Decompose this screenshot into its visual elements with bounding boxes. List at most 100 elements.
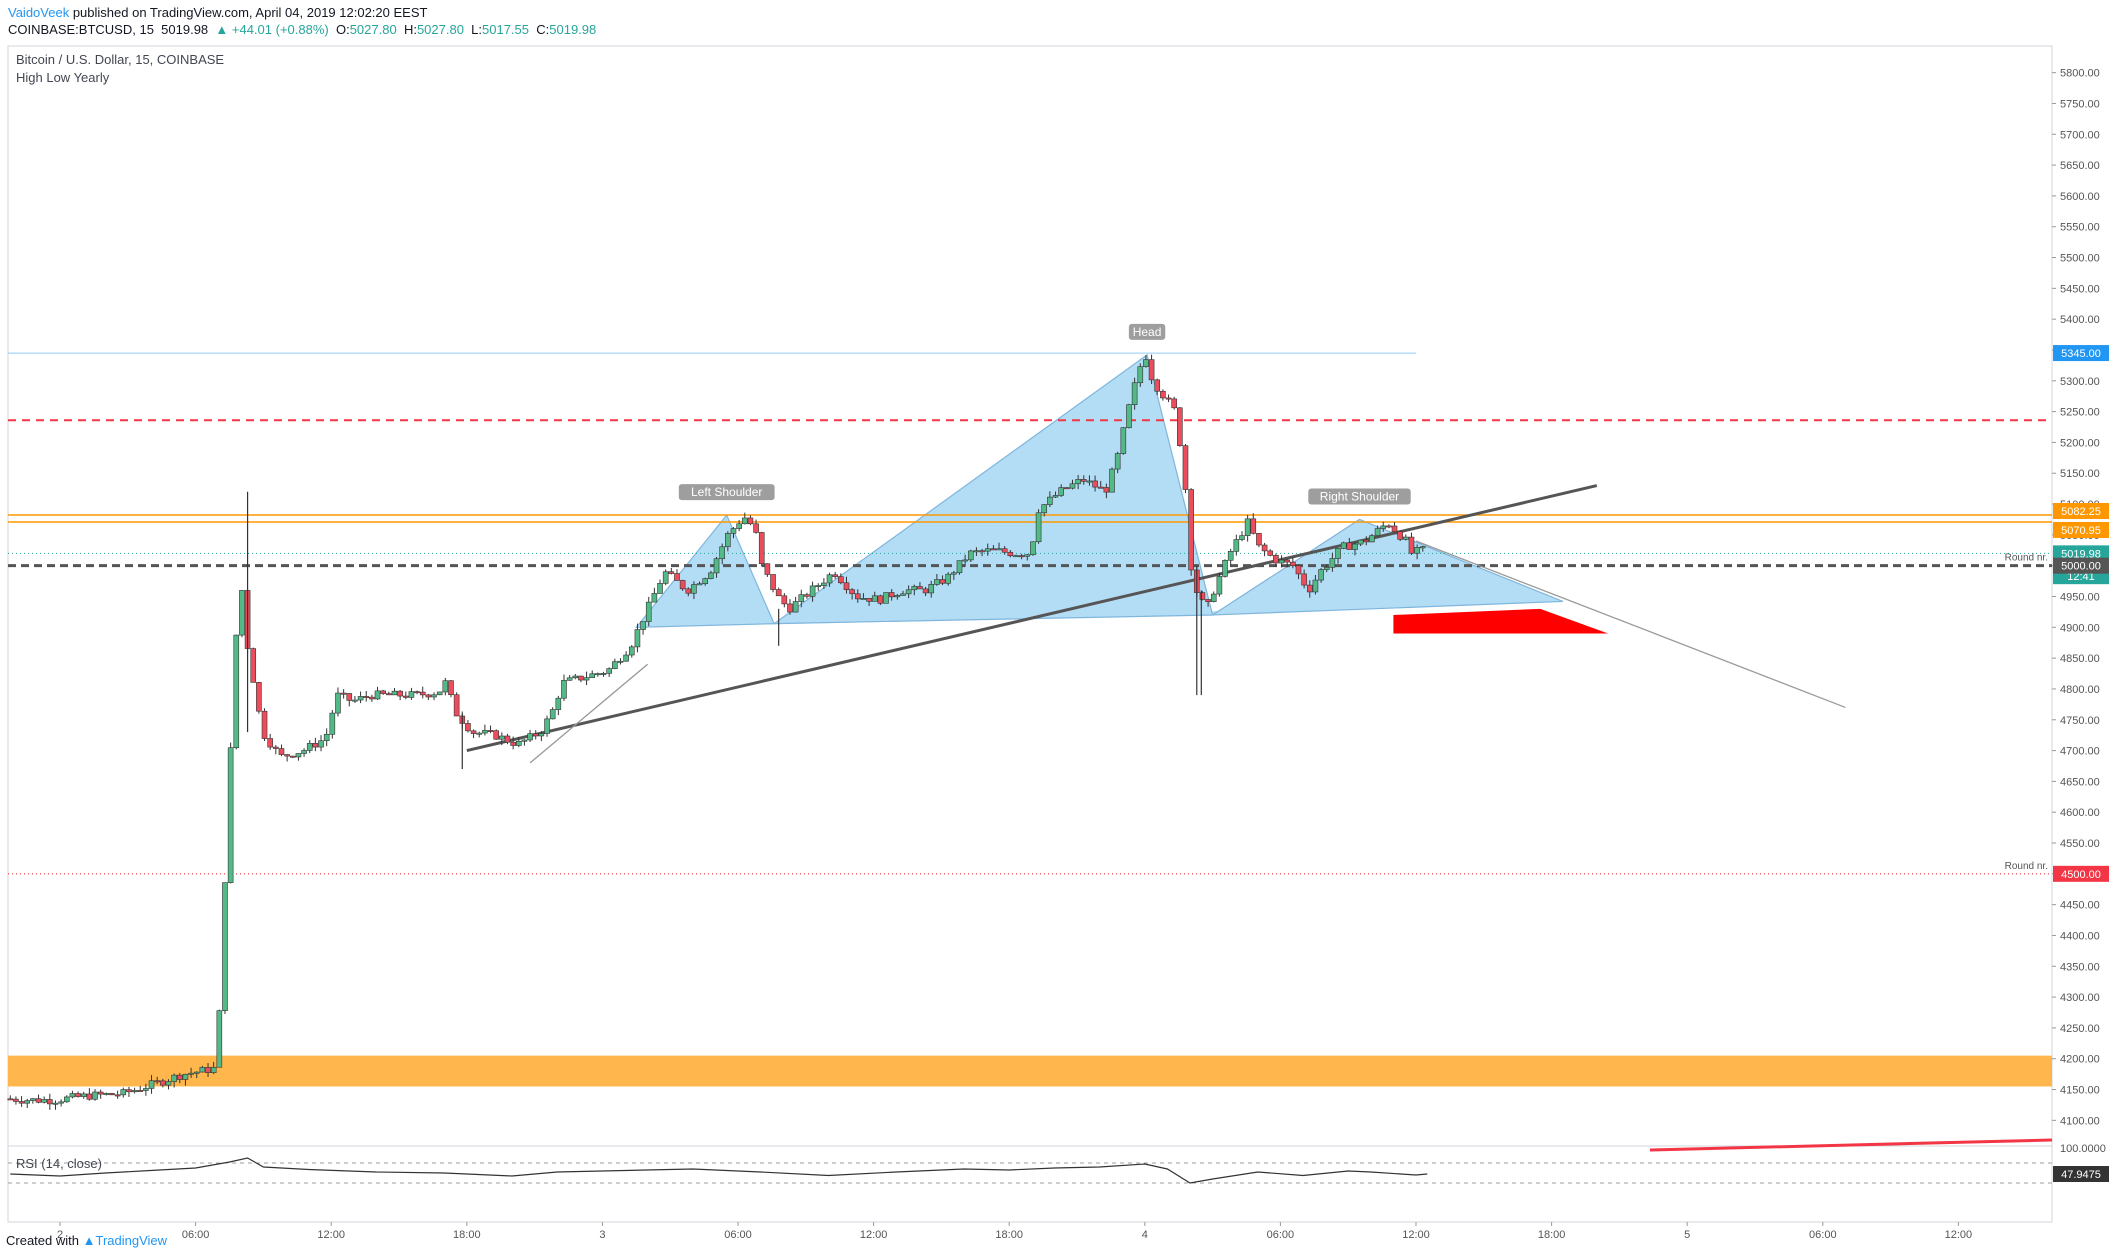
candle-body [1160,390,1166,399]
candle-body [561,679,567,699]
y-tick-label: 5650.00 [2060,160,2100,172]
y-tick-label: 5700.00 [2060,129,2100,141]
candle-body [657,583,663,594]
candle-body [1374,528,1381,536]
rsi-label: RSI (14, close) [16,1156,102,1171]
candle-body [1363,539,1370,543]
candle-body [1013,555,1019,558]
candle-body [725,533,731,548]
y-tick-label: 5150.00 [2060,468,2100,480]
candle-body [979,550,985,553]
tag-5082: 5082.25 [2061,506,2101,518]
candle-body [826,574,833,584]
candle-body [736,523,742,529]
candle-body [58,1101,64,1104]
rsi-line [10,1157,1428,1184]
candle-body [63,1096,70,1103]
candle-body [1114,453,1121,470]
candle-body [515,740,522,746]
candle-body [871,595,878,602]
candle-body [1007,551,1014,557]
candle-body [1227,551,1234,561]
candle-body [758,532,765,565]
candle-body [419,691,426,696]
x-tick-label: 06:00 [724,1229,752,1241]
candle-body [1329,558,1336,568]
candle-body [668,571,675,574]
open-label: O: [335,22,350,37]
y-tick-label: 5300.00 [2060,376,2100,388]
y-tick-label: 5750.00 [2060,98,2100,110]
right-shoulder-label-box [1308,488,1411,505]
candle-body [555,697,562,710]
candle-body [171,1074,177,1082]
candle-body [521,739,528,742]
candle-body [939,579,946,584]
candle-body [143,1088,149,1091]
x-tick-label: 12:00 [1945,1229,1973,1241]
candle-body [527,733,533,741]
candle-body [13,1098,19,1102]
candle-body [770,574,776,590]
open-value: 5027.80 [349,22,397,37]
candle-body [1306,584,1313,593]
candle-body [1216,576,1223,595]
candle-body [1233,539,1240,552]
candle-body [193,1071,200,1074]
candle-body [1340,542,1347,549]
candle-body [278,748,285,755]
y-tick-label: 5400.00 [2060,314,2100,326]
tag-4500-bg [2053,865,2109,882]
candle-body [216,1010,223,1068]
y-tick-label: 5450.00 [2060,283,2100,295]
candle-body [1171,398,1177,409]
candle-body [1143,359,1149,367]
candle-body [465,723,471,732]
author-link[interactable]: VaidoVeek [8,5,70,20]
tag-5082-bg [2053,502,2109,519]
candle-body [233,634,240,749]
candle-body [662,571,669,584]
candle-body [883,592,889,604]
candle-body [866,598,872,602]
candle-body [256,682,262,712]
candle-body [346,693,353,701]
candle-body [1284,559,1290,563]
candle-body [199,1067,206,1073]
candle-body [1041,504,1048,514]
candle-body [894,595,901,598]
candle-body [284,754,290,757]
candle-body [120,1089,127,1096]
candle-body [1030,541,1036,556]
candle-body [1035,512,1042,543]
footer: Created with ▲TradingView [6,1233,167,1248]
candle-body [815,585,822,588]
candle-body [1352,543,1358,550]
y-tick-label: 4450.00 [2060,900,2100,912]
candle-body [1414,546,1420,554]
candle-body [1369,535,1375,543]
candle-body [838,576,844,584]
y-tick-label: 4250.00 [2060,1023,2100,1035]
x-tick-label: 12:00 [860,1229,888,1241]
candle-body [832,574,838,577]
candle-body [148,1080,155,1089]
y-tick-label: 4800.00 [2060,684,2100,696]
candle-body [900,593,906,596]
candle-body [80,1093,87,1097]
candle-body [691,584,697,594]
candle-body [323,733,330,742]
tradingview-brand[interactable]: TradingView [95,1233,168,1248]
candle-body [685,588,692,594]
candle-body [182,1073,189,1080]
candle-body [47,1099,53,1105]
candle-body [109,1093,115,1096]
candle-body [1165,397,1172,400]
tag-countdown: 12:41 [2067,571,2095,583]
candle-body [600,673,607,675]
candle-body [35,1098,42,1103]
candle-body [1239,535,1245,540]
candle-body [962,559,968,562]
candle-body [544,718,550,734]
